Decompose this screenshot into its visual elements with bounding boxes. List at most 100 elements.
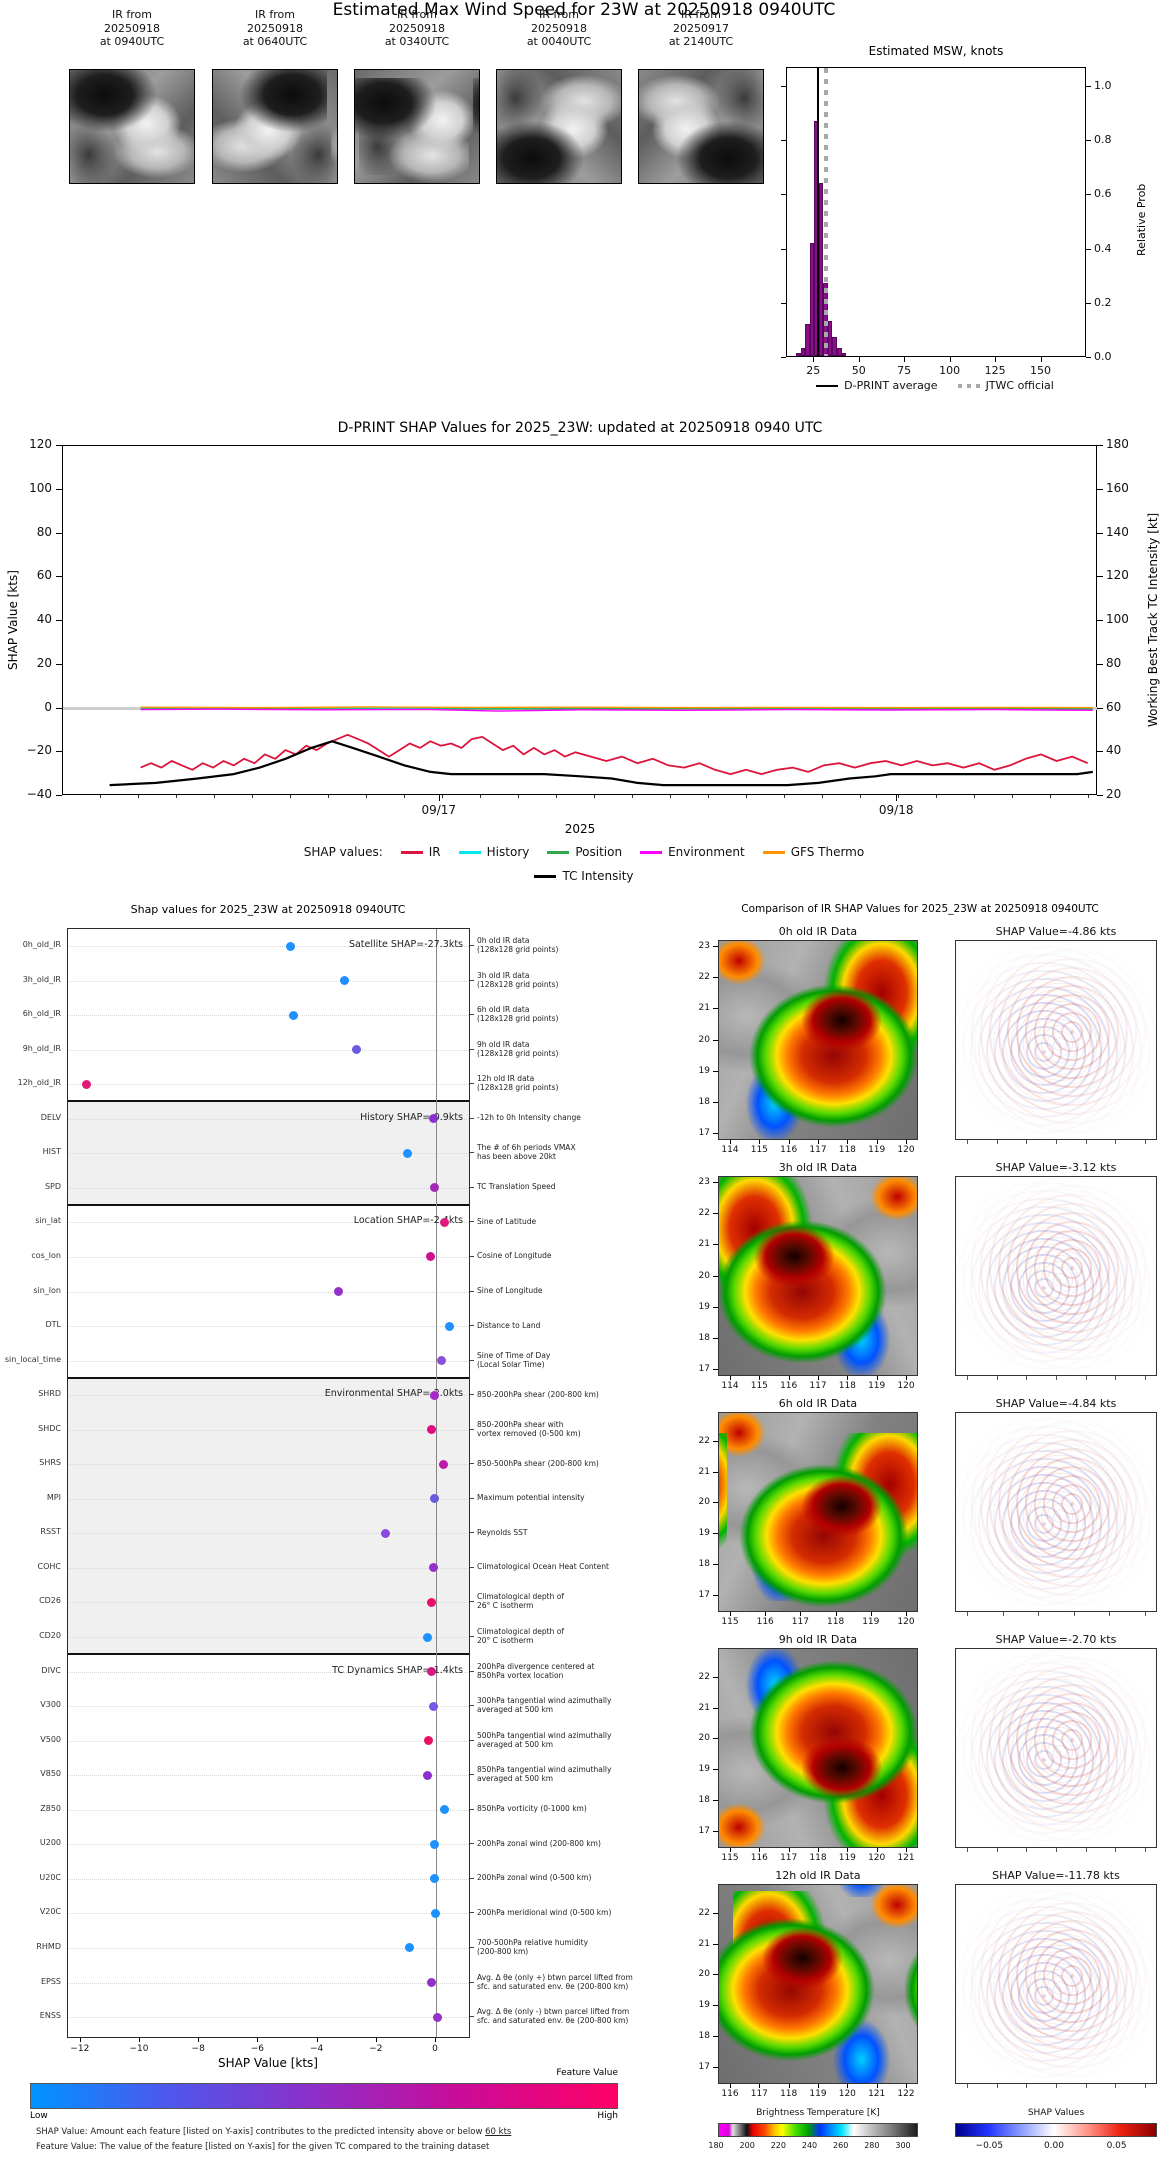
legend-label: IR: [428, 845, 441, 859]
ir-thumbnail-label: IR from 20250918 at 0040UTC: [526, 8, 592, 48]
ir-data-map: [718, 1884, 918, 2084]
feature-gridline: [68, 1360, 469, 1362]
comparison-title: Comparison of IR SHAP Values for 2025_23…: [741, 903, 1099, 915]
feature-name-label: DTL: [45, 1320, 61, 1330]
feature-description: Climatological depth of 26° C isotherm: [477, 1592, 564, 1611]
feature-gridline: [68, 1844, 469, 1846]
section-label: Satellite SHAP=-27.3kts: [348, 939, 463, 950]
x-minor-tick-mark: [632, 795, 633, 798]
map-y-tick-mark: [713, 1707, 718, 1709]
feature-name-label: 6h_old_IR: [22, 1009, 61, 1019]
histogram-bar: [809, 242, 815, 356]
map-y-tick-label: 18: [698, 1794, 710, 1805]
series-gfs-thermo: [140, 706, 1093, 709]
feature-name-label: COHC: [37, 1561, 61, 1571]
shap-map-x-tick-mark: [1002, 1612, 1004, 1616]
map-x-tick-label: 121: [897, 1853, 915, 1863]
x-minor-tick-mark: [670, 795, 671, 798]
shap-values-colorbar-label: SHAP Values: [1027, 2108, 1085, 2118]
feature-description: 9h old IR data (128x128 grid points): [477, 1039, 559, 1058]
left-tick-mark: [56, 707, 62, 709]
feature-description: 850-200hPa shear with vortex removed (0-…: [477, 1419, 581, 1438]
feature-desc-tick: [470, 1843, 474, 1845]
feature-desc-tick: [470, 1255, 474, 1257]
feature-gridline: [68, 980, 469, 982]
map-y-tick-label: 18: [698, 1558, 710, 1569]
right-tick-mark: [1097, 751, 1103, 753]
feature-shap-dot: [404, 1943, 414, 1953]
x-tick-mark: [904, 357, 906, 362]
feature-gridline: [68, 1533, 469, 1535]
map-x-tick-label: 116: [780, 1381, 798, 1391]
series-position: [140, 708, 1093, 710]
map-x-tick-label: 117: [780, 1853, 798, 1863]
right-tick-mark: [1097, 532, 1103, 534]
shap-map-x-tick-mark: [1145, 2084, 1146, 2088]
feature-description: 300hPa tangential wind azimuthally avera…: [477, 1696, 612, 1715]
right-tick-label: 160: [1106, 480, 1129, 495]
map-x-tick-label: 117: [750, 2089, 768, 2099]
x-minor-tick-mark: [784, 795, 785, 798]
y-tick-mark: [1086, 194, 1091, 196]
feature-name-label: U200: [39, 1838, 61, 1848]
feature-gridline: [68, 1049, 469, 1051]
map-y-tick-label: 17: [698, 1128, 710, 1139]
x-tick-mark: [858, 357, 860, 362]
feature-desc-tick: [470, 1912, 474, 1914]
shap-map-x-tick-mark: [996, 1376, 998, 1380]
legend-dprint-average-label: D-PRINT average: [844, 379, 938, 392]
dotplot-x-tick-mark: [316, 2038, 318, 2042]
map-x-tick-mark: [847, 2084, 849, 2088]
colorbar-low-label: Low: [30, 2111, 48, 2121]
feature-gridline: [68, 1326, 469, 1328]
right-tick-label: 60: [1106, 699, 1122, 714]
footnote-feature-value-text: Feature Value: The value of the feature …: [36, 2142, 490, 2152]
ir-data-map: [718, 1412, 918, 1612]
left-tick-label: 100: [29, 480, 52, 495]
feature-name-label: CD20: [39, 1631, 61, 1640]
map-x-tick-mark: [847, 1848, 849, 1852]
feature-shap-dot: [428, 1114, 438, 1124]
feature-gridline: [68, 1602, 469, 1604]
map-x-tick-label: 120: [838, 2089, 856, 2099]
map-y-tick-mark: [713, 1338, 718, 1339]
map-x-tick-mark: [730, 1376, 731, 1380]
shap-values-colorbar: [955, 2123, 1157, 2137]
feature-shap-dot: [403, 1148, 413, 1158]
map-y-tick-mark: [713, 1244, 718, 1246]
map-x-tick-mark: [906, 1848, 907, 1852]
feature-gridline: [68, 1637, 469, 1638]
feature-name-label: MPI: [46, 1492, 61, 1502]
feature-desc-tick: [470, 1497, 474, 1499]
map-y-tick-label: 18: [698, 1333, 710, 1343]
feature-name-label: 0h_old_IR: [22, 940, 61, 949]
map-y-tick-mark: [713, 2066, 718, 2068]
legend-history: History: [458, 845, 529, 859]
feature-desc-tick: [470, 1428, 474, 1430]
x-minor-tick-mark: [480, 795, 481, 798]
ir-thumbnail-label: IR from 20250918 at 0940UTC: [99, 8, 165, 48]
ir-satellite-image: [638, 69, 764, 184]
y-tick-mark: [781, 248, 786, 250]
feature-value-colorbar: [30, 2083, 618, 2109]
left-tick-label: 80: [36, 524, 52, 539]
map-x-tick-label: 120: [868, 1853, 886, 1863]
feature-name-label: U20C: [39, 1872, 61, 1882]
dotplot-x-tick-label: −8: [191, 2044, 205, 2054]
right-tick-label: 80: [1106, 655, 1122, 670]
feature-name-label: 3h_old_IR: [22, 974, 61, 984]
x-minor-tick-mark: [404, 795, 405, 798]
map-y-tick-label: 21: [698, 1938, 710, 1949]
map-y-tick-label: 22: [698, 1908, 710, 1918]
dotplot-xlabel: SHAP Value [kts]: [218, 2056, 318, 2070]
shap-cbar-tick-label: 0.05: [1106, 2141, 1127, 2151]
map-y-tick-label: 20: [698, 1733, 710, 1744]
feature-desc-tick: [470, 1946, 474, 1948]
map-x-tick-mark: [788, 1376, 790, 1380]
feature-shap-dot: [422, 1770, 432, 1780]
feature-desc-tick: [470, 2016, 474, 2018]
map-x-tick-mark: [847, 1376, 849, 1380]
feature-shap-dot: [351, 1045, 361, 1055]
feature-description: Sine of Latitude: [477, 1216, 537, 1226]
legend-ir: IR: [400, 845, 441, 859]
